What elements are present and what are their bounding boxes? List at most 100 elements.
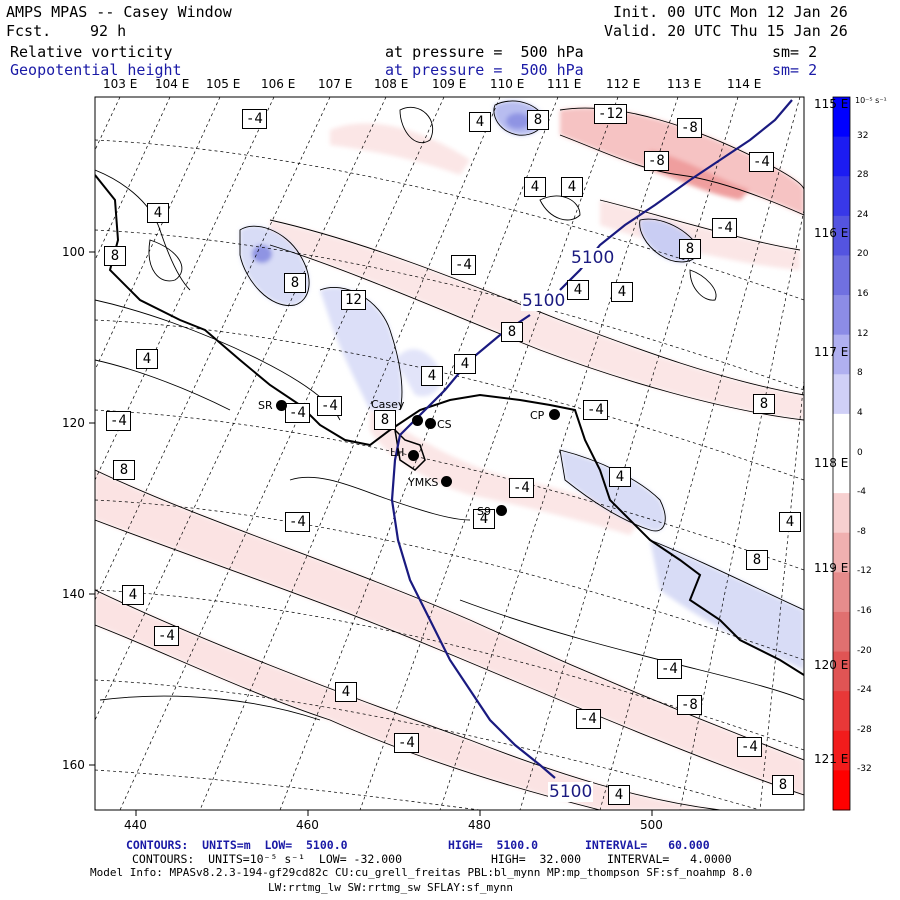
- height-contour-info: CONTOURS: UNITS=m LOW= 5100.0: [126, 838, 348, 852]
- vorticity-contour: [689, 269, 717, 301]
- vorticity-contour-label: 4: [561, 177, 583, 197]
- lon-label-top: 109 E: [432, 77, 467, 91]
- field2-name: Geopotential height: [10, 61, 182, 79]
- lon-label-top: 104 E: [155, 77, 190, 91]
- vorticity-contour: [319, 286, 403, 411]
- lon-label-right: 121 E: [814, 752, 849, 766]
- negative-vorticity-band: [95, 470, 804, 795]
- colorbar-tick-label: -32: [857, 764, 872, 775]
- colorbar-tick-label: 24: [857, 209, 869, 220]
- vorticity-contour-label: 8: [501, 322, 523, 342]
- lon-grid-line: [359, 97, 619, 810]
- vorticity-contour-label: 4: [469, 112, 491, 132]
- init-time: Init. 00 UTC Mon 12 Jan 26: [613, 3, 848, 21]
- colorbar-tick-label: -28: [857, 724, 872, 735]
- vorticity-contour-label: -4: [737, 737, 762, 757]
- lon-grid-line: [439, 97, 679, 810]
- coastline: [393, 427, 426, 471]
- lon-label-top: 105 E: [206, 77, 241, 91]
- lat-grid-line: [95, 769, 481, 810]
- lon-label-top: 113 E: [667, 77, 702, 91]
- vorticity-contour-label: 4: [473, 509, 495, 529]
- positive-vorticity-area: [560, 450, 666, 531]
- colorbar-segment: [833, 611, 850, 653]
- vorticity-contour-label: 4: [421, 366, 443, 386]
- colorbar-segment: [833, 334, 850, 375]
- lon-label-top: 110 E: [490, 77, 525, 91]
- vorticity-contour-label: 4: [567, 280, 589, 300]
- colorbar-tick-label: 12: [857, 328, 869, 339]
- colorbar-segment: [833, 770, 850, 811]
- x-tick-label: 480: [468, 818, 491, 832]
- station-dot: [441, 476, 452, 487]
- colorbar-tick-label: -20: [857, 645, 872, 656]
- vorticity-contour-label: -4: [242, 109, 267, 129]
- height-contour-label: 5100: [521, 291, 567, 311]
- negative-vorticity-band: [370, 410, 640, 535]
- colorbar-tick-label: -16: [857, 605, 872, 616]
- colorbar-tick-label: -12: [857, 566, 872, 577]
- model-info: Model Info: MPASv8.2.3-194-gf29cd82c CU:…: [90, 866, 753, 879]
- colorbar-segment: [833, 97, 850, 138]
- vorticity-contour-label: 12: [341, 290, 366, 310]
- vorticity-contour-label: -12: [594, 104, 628, 124]
- station-dot: [412, 415, 423, 426]
- colorbar-segment: [833, 651, 850, 692]
- vorticity-contour: [95, 469, 804, 761]
- vorticity-contour: [99, 695, 321, 721]
- lat-grid-line: [95, 679, 761, 810]
- station-label: CS: [437, 418, 452, 431]
- colorbar-segment: [833, 413, 850, 454]
- colorbar-tick-label: 16: [857, 289, 869, 300]
- forecast-hours: 92 h: [90, 22, 127, 40]
- vorticity-contour: [559, 134, 804, 216]
- vorticity-contour-label: 4: [122, 585, 144, 605]
- vorticity-contour-label: 4: [611, 282, 633, 302]
- height-contour-label: 5100: [548, 782, 594, 802]
- lon-label-right: 119 E: [814, 561, 849, 575]
- vorticity-contour: [649, 539, 804, 611]
- vort-contour-info: CONTOURS: UNITS=10⁻⁵ s⁻¹ LOW= -32.000: [132, 852, 403, 866]
- lon-grid-line: [199, 97, 501, 810]
- colorbar-segment: [833, 136, 850, 177]
- lon-label-top: 107 E: [318, 77, 353, 91]
- vorticity-contour-label: 4: [335, 682, 357, 702]
- vorticity-contour-label: -4: [509, 478, 534, 498]
- vorticity-contour-label: 8: [374, 410, 396, 430]
- y-tick-label: 160: [62, 758, 85, 772]
- lat-grid-line: [95, 139, 804, 301]
- field1-name: Relative vorticity: [10, 43, 173, 61]
- vorticity-contour: [95, 624, 601, 810]
- lat-grid-line: [95, 499, 804, 661]
- x-tick-label: 440: [124, 818, 147, 832]
- vorticity-contour-label: -4: [451, 255, 476, 275]
- vorticity-contour: [639, 218, 701, 263]
- x-tick-label: 500: [640, 818, 663, 832]
- vorticity-contour-label: -4: [154, 626, 179, 646]
- vorticity-contour: [148, 239, 183, 282]
- colorbar-segment: [833, 493, 850, 534]
- geopotential-height-contour: [390, 314, 556, 779]
- negative-vorticity-band: [600, 200, 800, 270]
- negative-vorticity-band: [650, 150, 750, 200]
- colorbar-segment: [833, 572, 850, 613]
- vorticity-contour-label: -4: [317, 396, 342, 416]
- colorbar-tick-label: 20: [857, 249, 869, 260]
- colorbar-segment: [833, 255, 850, 296]
- lon-grid-line: [95, 97, 275, 481]
- valid-time: Valid. 20 UTC Thu 15 Jan 26: [604, 22, 848, 40]
- station-label: LH: [390, 446, 405, 459]
- lon-label-top: 111 E: [547, 77, 582, 91]
- vorticity-contour-label: 8: [113, 460, 135, 480]
- station-label: S9: [477, 505, 491, 518]
- lon-grid-line: [279, 97, 559, 810]
- x-tick-label: 460: [296, 818, 319, 832]
- vorticity-contour-label: -4: [285, 512, 310, 532]
- forecast-label: Fcst.: [6, 22, 52, 40]
- vorticity-contour-label: 8: [746, 550, 768, 570]
- lon-grid-line: [519, 97, 739, 810]
- lat-grid-line: [95, 319, 804, 481]
- lat-grid-line: [95, 229, 804, 391]
- lon-grid-line: [95, 97, 387, 721]
